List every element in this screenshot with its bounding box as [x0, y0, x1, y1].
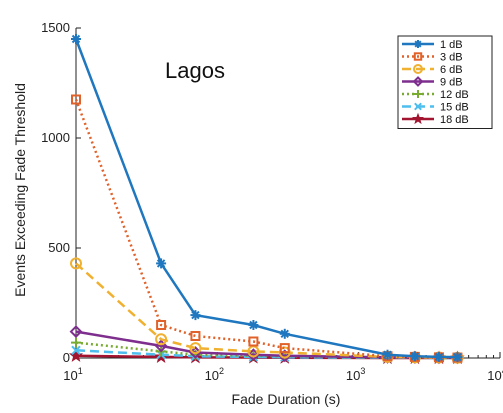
marker-part	[190, 331, 201, 341]
marker-part	[411, 112, 425, 125]
x-tick-label: 101	[63, 366, 82, 383]
legend-item: 3 dB	[402, 52, 463, 64]
data-point	[382, 349, 393, 360]
marker-part	[71, 94, 81, 105]
marker-part	[189, 342, 202, 355]
legend-item: 18 dB	[402, 112, 469, 126]
data-point	[69, 325, 83, 339]
legend-label: 3 dB	[440, 52, 463, 64]
marker-part	[412, 76, 424, 87]
marker-part	[383, 350, 392, 359]
legend-label: 6 dB	[440, 64, 463, 76]
legend-item: 12 dB	[402, 89, 469, 101]
x-axis-title: Fade Duration (s)	[232, 391, 341, 407]
x-tick-label: 102	[205, 366, 224, 383]
legend-item: 1 dB	[402, 39, 463, 51]
data-point	[189, 342, 202, 355]
marker-part	[71, 34, 81, 44]
marker-part	[413, 52, 423, 61]
data-point	[278, 349, 292, 363]
data-point	[71, 34, 81, 44]
data-point	[71, 337, 81, 348]
data-point	[248, 320, 259, 330]
marker-part	[278, 349, 292, 363]
data-point	[71, 345, 81, 356]
marker-part	[279, 343, 290, 354]
data-point	[71, 94, 81, 105]
marker-part	[453, 352, 462, 362]
y-tick-label: 0	[63, 350, 70, 365]
marker-part	[413, 64, 423, 74]
marker-part	[280, 329, 289, 339]
data-point	[156, 258, 167, 269]
marker-part	[155, 333, 168, 346]
data-point	[279, 343, 290, 354]
chart-annotation: Lagos	[165, 58, 225, 83]
marker-part	[249, 320, 258, 330]
x-tick-label: 103	[346, 366, 365, 383]
marker-part	[191, 310, 200, 320]
series-layer	[68, 34, 465, 365]
marker-part	[156, 320, 167, 330]
data-point	[70, 257, 82, 270]
series-3-db	[71, 94, 463, 363]
data-point	[156, 320, 167, 330]
marker-part	[414, 102, 422, 111]
y-tick-label: 1000	[41, 130, 70, 145]
data-point	[190, 331, 201, 341]
y-tick-label: 1500	[41, 20, 70, 35]
legend-label: 18 dB	[440, 114, 469, 126]
data-point	[155, 333, 168, 346]
data-point	[246, 348, 260, 362]
legend-label: 15 dB	[440, 102, 469, 114]
marker-part	[246, 348, 260, 362]
data-point	[433, 351, 444, 362]
y-axis-title: Events Exceeding Fade Threshold	[12, 83, 28, 297]
series-line	[74, 99, 458, 359]
series-line	[75, 262, 458, 360]
legend-item: 9 dB	[402, 76, 463, 89]
legend-item: 6 dB	[402, 64, 463, 76]
data-point	[409, 351, 420, 362]
data-point	[452, 352, 463, 363]
marker-part	[156, 259, 166, 268]
legend-label: 9 dB	[440, 77, 463, 89]
marker-part	[248, 336, 259, 347]
marker-part	[69, 325, 83, 339]
data-point	[248, 336, 259, 347]
y-tick-label: 500	[48, 240, 70, 255]
legend-label: 1 dB	[440, 39, 463, 51]
data-point	[279, 328, 290, 339]
marker-part	[410, 352, 420, 361]
marker-part	[434, 352, 444, 362]
marker-part	[414, 40, 422, 48]
marker-part	[70, 257, 82, 270]
x-tick-label: 104	[487, 366, 503, 383]
legend-label: 12 dB	[440, 89, 469, 101]
series-1-db	[71, 34, 463, 363]
data-point	[190, 310, 201, 321]
marker-part	[71, 345, 81, 356]
legend-item: 15 dB	[402, 102, 469, 114]
series-6-db	[70, 257, 464, 364]
